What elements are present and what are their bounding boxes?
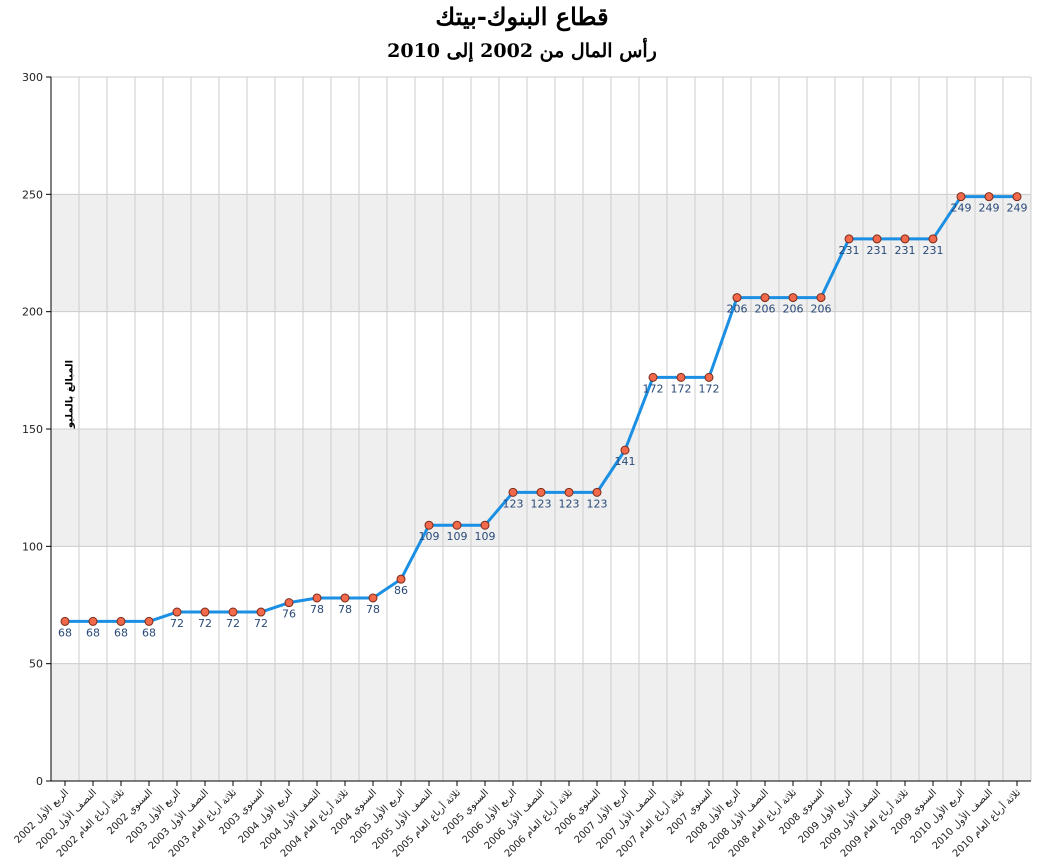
data-label: 68 — [58, 626, 72, 639]
data-label: 78 — [366, 603, 380, 616]
data-label: 76 — [282, 608, 296, 621]
data-label: 249 — [951, 202, 972, 215]
data-label: 109 — [475, 530, 496, 543]
data-point — [536, 487, 546, 497]
data-label: 206 — [783, 303, 804, 316]
data-point — [564, 487, 574, 497]
data-point — [200, 607, 210, 617]
data-point — [452, 520, 462, 530]
data-point — [508, 487, 518, 497]
data-point — [620, 445, 630, 455]
data-label: 68 — [86, 626, 100, 639]
y-tick-label: 200 — [22, 306, 43, 319]
data-point — [788, 293, 798, 303]
data-label: 86 — [394, 584, 408, 597]
data-label: 72 — [198, 617, 212, 630]
chart-title: قطاع البنوك-بيتك — [435, 2, 609, 31]
data-point — [480, 520, 490, 530]
data-label: 72 — [254, 617, 268, 630]
data-label: 72 — [226, 617, 240, 630]
chart-subtitle: رأس المال من 2002 إلى 2010 — [387, 40, 657, 62]
data-label: 206 — [727, 303, 748, 316]
data-point — [648, 372, 658, 382]
data-label: 231 — [867, 244, 888, 257]
data-point — [1012, 192, 1022, 202]
data-point — [984, 192, 994, 202]
data-label: 172 — [699, 382, 720, 395]
data-label: 206 — [755, 303, 776, 316]
data-point — [676, 372, 686, 382]
data-point — [704, 372, 714, 382]
y-tick-label: 100 — [22, 540, 43, 553]
data-point — [424, 520, 434, 530]
data-label: 68 — [142, 626, 156, 639]
data-point — [816, 293, 826, 303]
data-point — [844, 234, 854, 244]
data-label: 109 — [419, 530, 440, 543]
y-tick-label: 300 — [22, 71, 43, 84]
data-point — [956, 192, 966, 202]
data-label: 249 — [1007, 202, 1028, 215]
y-tick-label: 250 — [22, 188, 43, 201]
data-point — [732, 293, 742, 303]
data-point — [900, 234, 910, 244]
data-label: 78 — [310, 603, 324, 616]
data-point — [60, 616, 70, 626]
y-tick-label: 0 — [36, 775, 43, 788]
data-point — [144, 616, 154, 626]
data-point — [284, 598, 294, 608]
data-point — [116, 616, 126, 626]
data-label: 123 — [531, 497, 552, 510]
data-label: 68 — [114, 626, 128, 639]
data-label: 123 — [587, 497, 608, 510]
data-label: 206 — [811, 303, 832, 316]
data-point — [396, 574, 406, 584]
data-point — [368, 593, 378, 603]
grid-band — [51, 194, 1031, 312]
data-label: 231 — [923, 244, 944, 257]
grid-band — [51, 429, 1031, 547]
data-point — [872, 234, 882, 244]
y-tick-label: 150 — [22, 423, 43, 436]
data-point — [928, 234, 938, 244]
data-label: 249 — [979, 202, 1000, 215]
data-label: 141 — [615, 455, 636, 468]
data-label: 231 — [895, 244, 916, 257]
data-label: 231 — [839, 244, 860, 257]
data-point — [592, 487, 602, 497]
data-point — [760, 293, 770, 303]
data-point — [312, 593, 322, 603]
data-label: 109 — [447, 530, 468, 543]
data-point — [228, 607, 238, 617]
data-label: 72 — [170, 617, 184, 630]
data-label: 123 — [559, 497, 580, 510]
data-label: 172 — [671, 382, 692, 395]
y-tick-label: 50 — [29, 658, 43, 671]
data-label: 123 — [503, 497, 524, 510]
data-label: 78 — [338, 603, 352, 616]
data-point — [88, 616, 98, 626]
data-point — [172, 607, 182, 617]
data-point — [340, 593, 350, 603]
grid-band — [51, 663, 1031, 781]
data-point — [256, 607, 266, 617]
data-label: 172 — [643, 382, 664, 395]
